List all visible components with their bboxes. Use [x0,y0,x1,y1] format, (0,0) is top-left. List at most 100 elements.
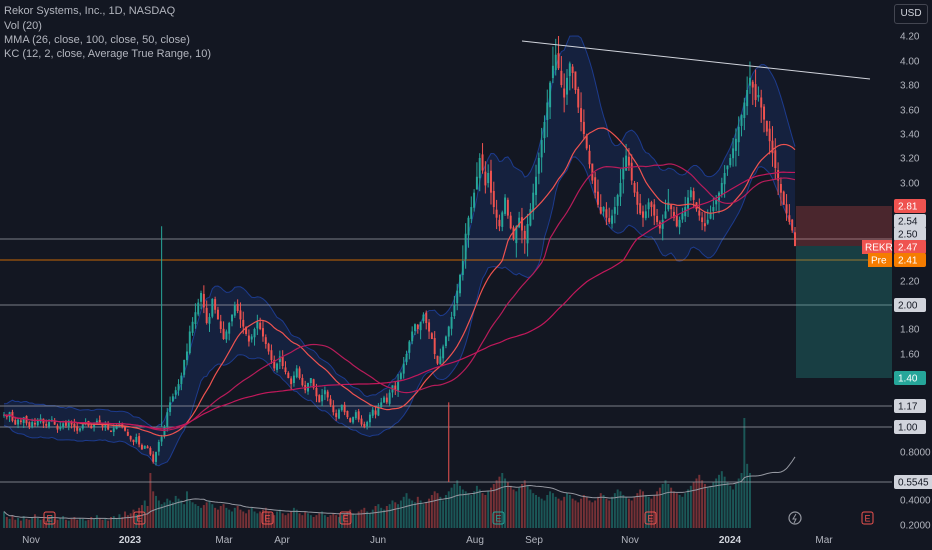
volume-bar [661,484,664,528]
candle-body [720,183,723,195]
candle-body [295,368,298,378]
volume-bar [70,518,73,528]
price-label-box [894,227,926,241]
chart-title[interactable]: Rekor Systems, Inc., 1D, NASDAQ [4,5,176,17]
candle-body [371,409,374,416]
candle [779,177,782,206]
candle-body [76,426,79,431]
candle-body [675,215,678,227]
candle [642,205,644,227]
volume-bar [495,480,498,528]
volume-bar [278,509,281,528]
candle-body [340,404,343,411]
candle-body [388,392,391,404]
volume-bar [695,478,698,528]
volume-bar [84,520,87,528]
volume-bar [490,487,492,528]
volume-bar [613,493,616,528]
candle-body [56,425,59,430]
volume-bar [95,515,98,528]
currency-button[interactable]: USD [894,4,928,24]
candle-body [726,165,729,170]
candle-body [222,328,225,339]
volume-ma-line [3,456,796,520]
candle-body [98,420,101,424]
candle [200,290,203,310]
price-label-name: Pre [871,256,887,267]
volume-bar [523,480,526,528]
price-label: 2.00 [894,298,926,312]
kc-indicator-legend[interactable]: KC (12, 2, close, Average True Range, 10… [4,48,212,60]
candle-body [788,215,791,222]
candle-body [613,207,616,214]
candle [177,379,180,396]
time-axis[interactable]: Nov 2023 Mar Apr Jun Aug Sep Nov 2024 Mar [22,535,833,546]
candle-body [79,428,81,431]
candle-body [242,319,245,327]
volume-bar [39,519,42,528]
candle-body [543,122,546,139]
volume-bar [374,506,377,528]
short-position-tool[interactable] [796,206,892,378]
earnings-marker: E [133,511,146,525]
horizontal-levels[interactable] [0,238,892,483]
candle [276,362,279,373]
volume-bar [349,509,352,528]
volume-bar [481,493,484,528]
candle [191,317,194,336]
volume-bar [571,498,574,528]
event-icon [339,511,352,525]
candle [132,439,135,446]
volume-bar [360,509,363,528]
candle-body [622,168,625,180]
mma-indicator-legend[interactable]: MMA (26, close, 100, close, 50, close) [4,34,190,46]
candle-body [236,303,239,311]
candle-body [447,326,450,337]
candle [461,245,464,281]
volume-bar [402,496,405,528]
candle [138,432,141,448]
volume-bar [337,517,340,528]
candle-body [596,191,599,205]
candle-body [335,413,338,418]
volume-bar [25,518,28,528]
candle [425,310,428,330]
candle-body [33,422,36,425]
candle-body [644,211,647,219]
candle [551,46,554,84]
volume-bar [346,511,349,528]
volume-bar [115,518,118,528]
candle-body [380,402,383,408]
volume-bar [422,504,425,528]
candle [374,406,377,419]
candle-body [571,66,574,73]
volume-bar [740,473,743,528]
candle-body [774,150,777,168]
volume-bar [132,509,135,528]
candle-body [515,226,518,244]
candle [261,320,264,342]
volume-bar [354,515,357,528]
volume-bar [467,493,470,528]
trendline[interactable] [521,40,871,80]
earnings-marker: E [492,511,505,525]
candle [518,211,521,229]
volume-bar [284,515,287,528]
volume-bar [239,509,242,528]
candle-body [394,385,397,391]
volume-bar [385,506,388,528]
candle-body [639,203,642,214]
candle-body [689,190,692,198]
candle-body [757,95,760,98]
candle-body [129,435,132,440]
price-label-value: 1.17 [898,402,918,413]
volume-bar [605,498,608,528]
volume-bar [596,496,599,528]
candle-body [664,211,667,219]
candle-body [214,299,217,310]
volume-bar [112,516,115,528]
candle-body [256,321,259,329]
volume-indicator-legend[interactable]: Vol (20) [4,20,42,32]
